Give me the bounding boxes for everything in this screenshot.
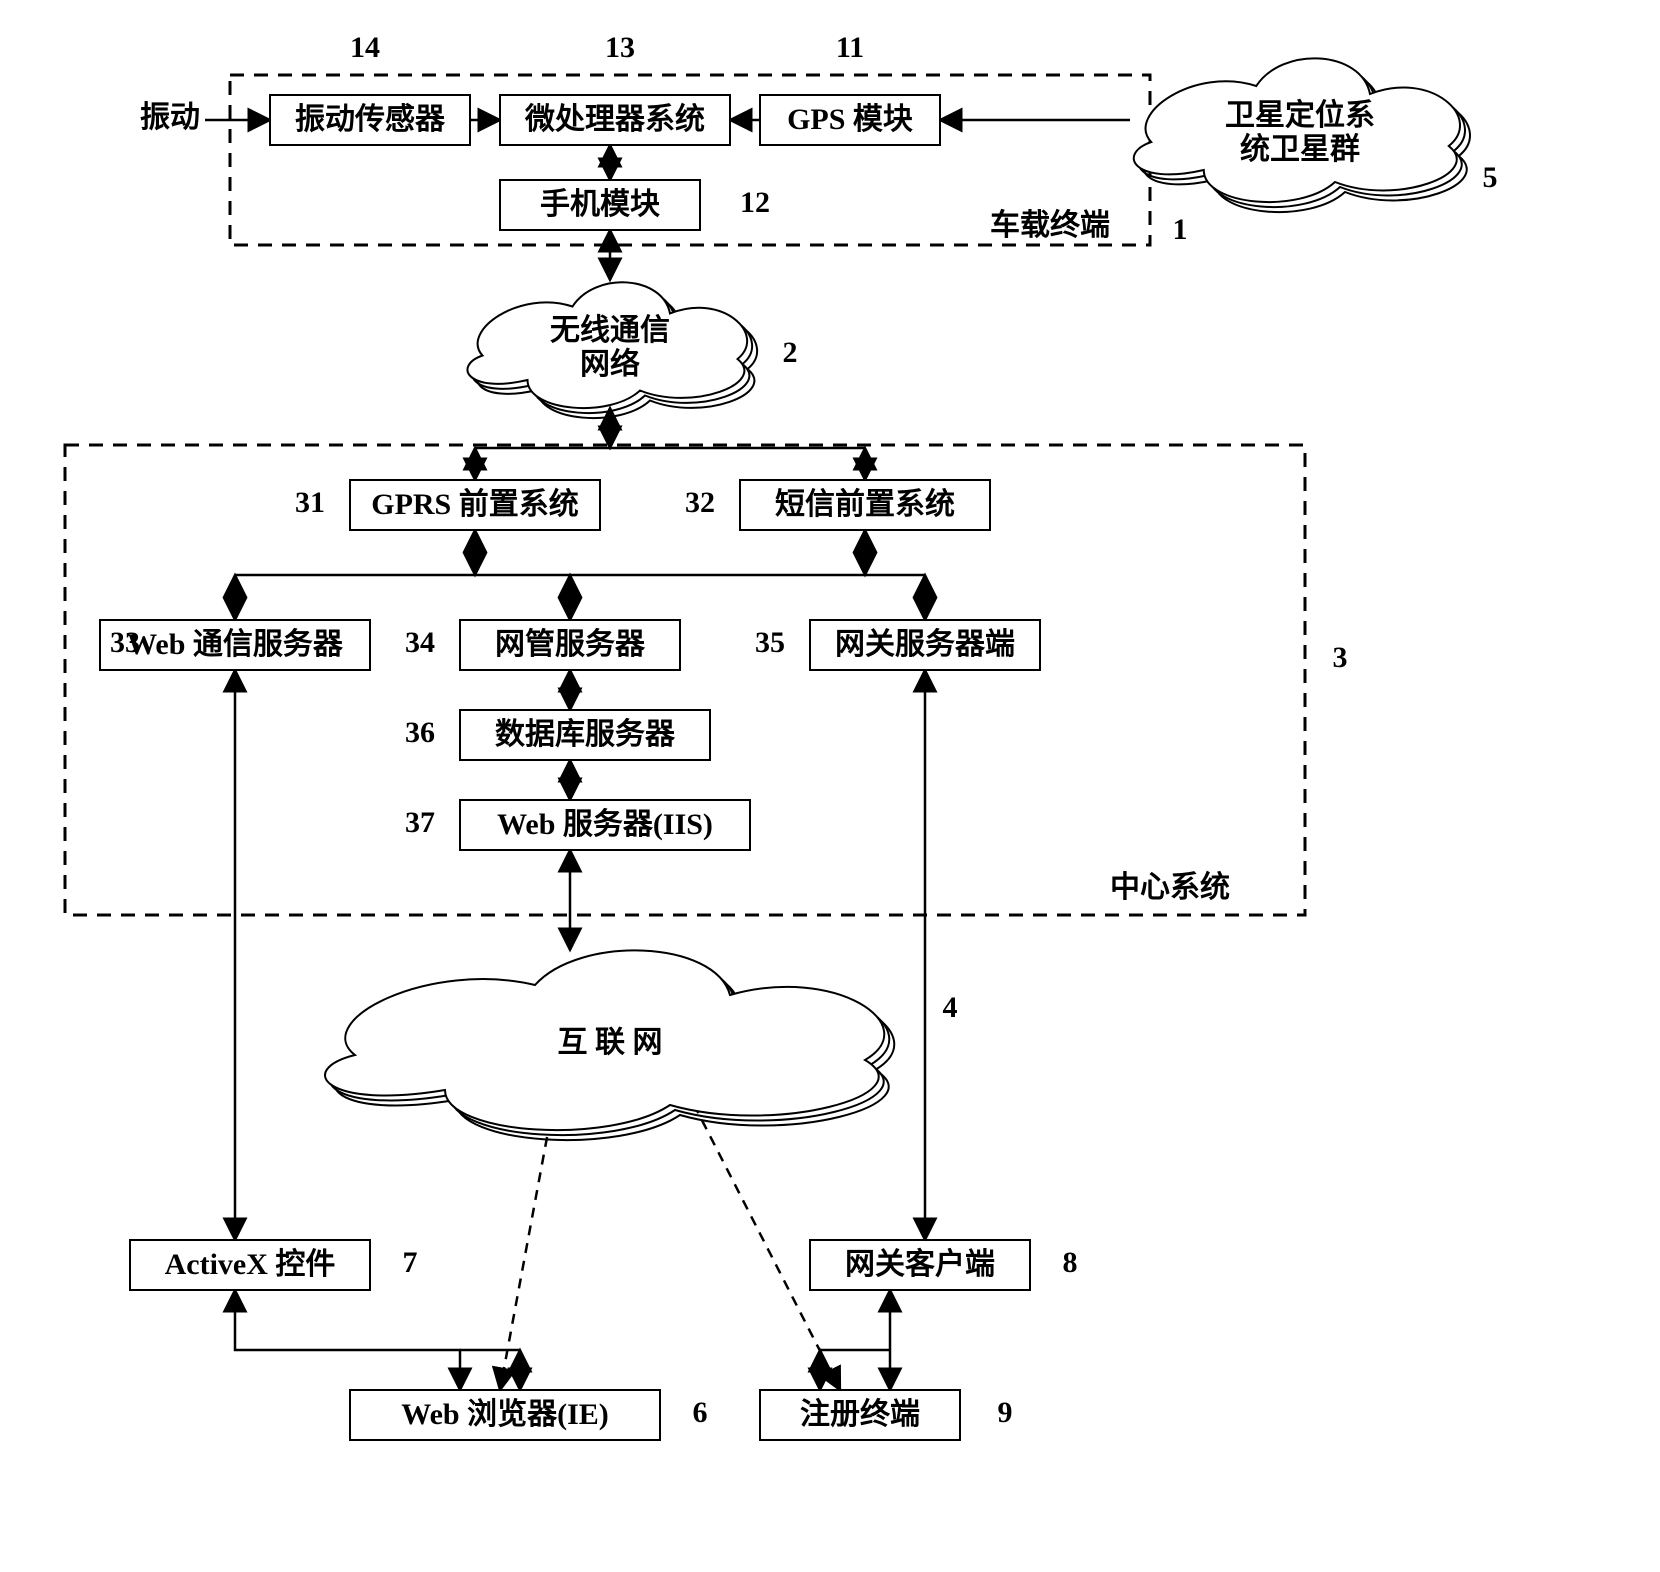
svg-text:振动: 振动 bbox=[140, 101, 200, 134]
svg-text:11: 11 bbox=[836, 31, 864, 64]
svg-text:GPRS 前置系统: GPRS 前置系统 bbox=[371, 487, 579, 521]
svg-text:无线通信: 无线通信 bbox=[550, 314, 670, 347]
svg-text:注册终端: 注册终端 bbox=[800, 1398, 920, 1431]
svg-text:Web 浏览器(IE): Web 浏览器(IE) bbox=[401, 1398, 609, 1431]
svg-text:34: 34 bbox=[405, 626, 435, 659]
svg-text:手机模块: 手机模块 bbox=[540, 188, 660, 221]
svg-text:振动传感器: 振动传感器 bbox=[295, 103, 446, 136]
svg-text:31: 31 bbox=[295, 486, 325, 519]
svg-text:7: 7 bbox=[403, 1246, 418, 1279]
svg-text:卫星定位系: 卫星定位系 bbox=[1225, 98, 1375, 132]
svg-text:9: 9 bbox=[998, 1396, 1013, 1429]
svg-text:35: 35 bbox=[755, 626, 785, 659]
svg-text:中心系统: 中心系统 bbox=[1110, 870, 1230, 904]
svg-text:13: 13 bbox=[605, 31, 635, 64]
svg-text:5: 5 bbox=[1483, 161, 1498, 194]
svg-text:4: 4 bbox=[943, 991, 958, 1024]
system-diagram: 车载终端 1 振动传感器 14 微处理器系统 13 GPS 模块 11 手机模块 12 振动 卫星定位… bbox=[20, 20, 1660, 1552]
svg-text:数据库服务器: 数据库服务器 bbox=[495, 718, 676, 751]
svg-text:车载终端: 车载终端 bbox=[990, 208, 1110, 242]
svg-text:网络: 网络 bbox=[580, 347, 640, 381]
svg-text:网管服务器: 网管服务器 bbox=[495, 628, 646, 661]
svg-text:互 联 网: 互 联 网 bbox=[558, 1026, 663, 1059]
svg-text:短信前置系统: 短信前置系统 bbox=[775, 487, 955, 521]
svg-text:36: 36 bbox=[405, 716, 435, 749]
svg-text:网关客户端: 网关客户端 bbox=[845, 1247, 995, 1281]
svg-text:ActiveX 控件: ActiveX 控件 bbox=[165, 1248, 336, 1281]
svg-text:3: 3 bbox=[1333, 641, 1348, 674]
svg-text:32: 32 bbox=[685, 486, 715, 519]
svg-text:Web 通信服务器: Web 通信服务器 bbox=[127, 628, 344, 661]
svg-text:微处理器系统: 微处理器系统 bbox=[524, 102, 705, 136]
svg-text:Web 服务器(IIS): Web 服务器(IIS) bbox=[497, 808, 713, 841]
svg-text:2: 2 bbox=[783, 336, 798, 369]
svg-text:8: 8 bbox=[1063, 1246, 1078, 1279]
svg-text:1: 1 bbox=[1173, 213, 1188, 246]
svg-text:GPS 模块: GPS 模块 bbox=[787, 103, 913, 136]
svg-text:6: 6 bbox=[693, 1396, 708, 1429]
svg-text:统卫星群: 统卫星群 bbox=[1240, 132, 1360, 166]
svg-text:14: 14 bbox=[350, 31, 380, 64]
svg-text:33: 33 bbox=[110, 626, 140, 659]
svg-text:12: 12 bbox=[740, 186, 770, 219]
svg-text:网关服务器端: 网关服务器端 bbox=[835, 628, 1015, 661]
svg-text:37: 37 bbox=[405, 806, 435, 839]
